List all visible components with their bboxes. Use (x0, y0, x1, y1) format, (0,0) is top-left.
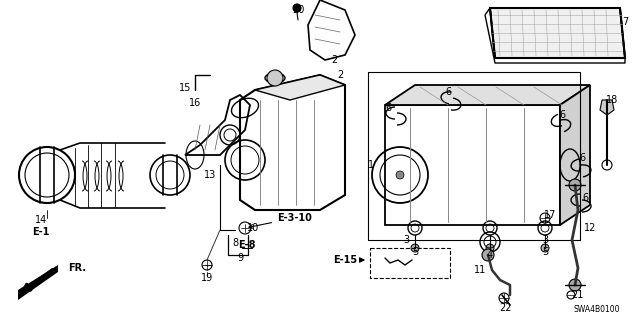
Text: 6: 6 (445, 87, 451, 97)
Text: 13: 13 (204, 170, 216, 180)
Text: 9: 9 (237, 253, 243, 263)
Text: 5: 5 (542, 247, 548, 257)
Polygon shape (385, 85, 590, 105)
Text: E-1: E-1 (32, 227, 50, 237)
Text: 7: 7 (622, 17, 628, 27)
Text: 3: 3 (403, 235, 409, 245)
Text: 4: 4 (487, 250, 493, 260)
Text: 6: 6 (579, 153, 585, 163)
Text: 20: 20 (292, 5, 304, 15)
Text: E-3-10: E-3-10 (249, 213, 312, 228)
Text: 14: 14 (35, 215, 47, 225)
Text: 6: 6 (559, 110, 565, 120)
Text: 19: 19 (201, 273, 213, 283)
Text: 1: 1 (368, 160, 374, 170)
Circle shape (569, 279, 581, 291)
Text: SWA4B0100: SWA4B0100 (573, 306, 620, 315)
Text: 16: 16 (189, 98, 201, 108)
Text: 3: 3 (542, 235, 548, 245)
Circle shape (486, 244, 494, 252)
Text: 22: 22 (499, 303, 511, 313)
Circle shape (569, 179, 581, 191)
Text: 5: 5 (412, 247, 418, 257)
Circle shape (267, 70, 283, 86)
Text: 6: 6 (385, 103, 391, 113)
Text: 21: 21 (571, 290, 583, 300)
Circle shape (482, 249, 494, 261)
Text: 11: 11 (474, 265, 486, 275)
Polygon shape (560, 85, 590, 225)
Text: E-8: E-8 (238, 240, 256, 250)
Polygon shape (255, 75, 345, 100)
Text: 2: 2 (331, 55, 337, 65)
Circle shape (411, 244, 419, 252)
Text: 15: 15 (179, 83, 191, 93)
Circle shape (396, 171, 404, 179)
Circle shape (293, 4, 301, 12)
Text: 10: 10 (247, 223, 259, 233)
Text: 6: 6 (582, 193, 588, 203)
Polygon shape (490, 8, 625, 58)
Polygon shape (600, 100, 614, 115)
Text: FR.: FR. (68, 263, 86, 273)
Text: 2: 2 (337, 70, 343, 80)
Text: 17: 17 (544, 210, 556, 220)
Polygon shape (18, 265, 58, 300)
Text: 12: 12 (584, 223, 596, 233)
Text: 18: 18 (606, 95, 618, 105)
Text: 8: 8 (232, 238, 238, 248)
Circle shape (541, 244, 549, 252)
Text: E-15: E-15 (333, 255, 357, 265)
